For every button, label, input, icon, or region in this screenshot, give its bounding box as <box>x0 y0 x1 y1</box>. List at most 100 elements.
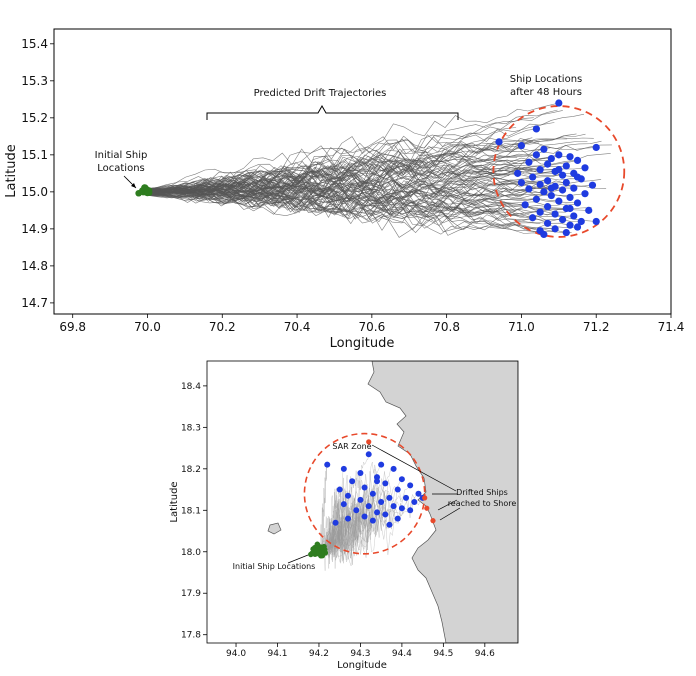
end-point <box>581 164 589 172</box>
y-tick-label: 17.9 <box>181 589 201 599</box>
end-point <box>551 225 559 233</box>
x-axis-ticks: 94.0 94.1 94.2 94.3 94.4 94.5 94.6 <box>226 643 495 659</box>
end-point <box>544 177 552 185</box>
trajectory-line <box>150 193 516 223</box>
end-point <box>573 199 582 207</box>
end-point <box>570 212 578 220</box>
y-axis-label: Latitude <box>4 144 19 198</box>
end-point <box>411 499 418 505</box>
end-point <box>403 494 410 501</box>
y-tick-label: 18.4 <box>181 382 201 392</box>
x-tick-label: 94.5 <box>433 649 453 659</box>
trajectory-line <box>148 141 533 196</box>
initial-ship-label-line2: Locations <box>97 163 145 174</box>
end-point <box>592 143 600 152</box>
drift-bracket <box>206 104 459 120</box>
end-point <box>374 509 381 516</box>
end-point <box>573 173 582 181</box>
end-point <box>544 203 552 211</box>
x-tick-label: 71.4 <box>658 320 685 334</box>
shore-point <box>430 518 436 524</box>
end-point <box>365 503 372 510</box>
final-ship-label-line2: after 48 Hours <box>510 87 582 98</box>
end-point <box>558 216 567 224</box>
end-point <box>577 217 585 226</box>
end-point <box>529 214 537 222</box>
x-tick-label: 94.6 <box>475 649 495 659</box>
end-point <box>566 193 574 202</box>
end-point <box>566 221 574 229</box>
end-point <box>324 461 331 468</box>
y-tick-label: 18.3 <box>181 423 201 433</box>
end-point <box>344 515 351 522</box>
end-point <box>544 160 552 168</box>
drift-chart-top: 69.8 70.0 70.2 70.4 70.6 70.8 71.0 71.2 71.4 14.… <box>4 28 685 351</box>
end-point <box>536 208 544 216</box>
initial-ship-label: Initial Ship Locations <box>233 562 316 571</box>
end-point <box>555 197 563 205</box>
end-point <box>382 511 389 518</box>
trajectory-line <box>148 186 524 205</box>
end-point <box>558 186 567 194</box>
trajectory-line <box>145 146 551 190</box>
trajectory-line <box>148 191 572 233</box>
sar-zone-label: SAR Zone <box>332 442 371 451</box>
x-tick-label: 71.2 <box>583 320 610 334</box>
y-tick-label: 18.1 <box>181 506 201 516</box>
end-point <box>349 478 356 485</box>
start-point <box>318 552 324 559</box>
end-point <box>344 492 351 499</box>
end-point <box>521 201 529 209</box>
end-point <box>374 474 381 481</box>
end-point <box>573 156 582 164</box>
end-point <box>407 482 414 489</box>
end-point <box>517 141 526 150</box>
y-tick-label: 15.4 <box>21 37 48 51</box>
end-point <box>529 173 537 181</box>
end-point <box>532 125 540 133</box>
trajectory-line <box>320 480 378 554</box>
end-point <box>514 169 522 177</box>
end-point <box>407 507 414 514</box>
end-point <box>517 179 526 187</box>
trajectory-line <box>146 141 588 194</box>
end-point <box>532 195 540 203</box>
end-point <box>361 513 368 520</box>
end-point <box>357 496 364 503</box>
end-point <box>386 521 393 528</box>
end-point <box>573 223 582 231</box>
end-point <box>566 153 574 161</box>
trajectory-line <box>144 194 541 226</box>
end-point <box>336 486 343 493</box>
end-point <box>495 138 503 146</box>
x-tick-label: 70.6 <box>358 320 385 334</box>
end-point <box>390 465 397 472</box>
end-point <box>585 206 593 214</box>
end-point <box>540 145 548 153</box>
end-point <box>390 503 397 510</box>
end-point <box>353 507 360 514</box>
end-point <box>394 486 401 493</box>
trajectory-line <box>146 186 577 210</box>
x-tick-label: 70.0 <box>134 320 161 334</box>
shore-point <box>422 495 428 501</box>
y-axis-ticks: 17.8 17.9 18.0 18.1 18.2 18.3 18.4 <box>181 382 207 641</box>
trajectory-line <box>150 154 537 191</box>
end-point <box>547 154 555 163</box>
end-point <box>378 461 385 468</box>
x-tick-label: 70.2 <box>209 320 236 334</box>
start-point <box>315 544 321 551</box>
end-point <box>394 515 401 522</box>
trajectory-line <box>151 189 563 226</box>
end-point <box>581 190 589 198</box>
x-tick-label: 70.8 <box>433 320 460 334</box>
chart-marks <box>135 99 626 239</box>
end-point <box>374 478 381 485</box>
y-axis-ticks: 14.7 14.8 14.9 15.0 15.1 15.2 15.3 15.4 <box>21 37 54 310</box>
shore-point <box>424 505 430 511</box>
shore-label-line2: reached to Shore <box>448 499 517 508</box>
island <box>267 522 282 535</box>
end-point <box>415 490 422 497</box>
initial-ship-label-line1: Initial Ship <box>95 150 148 161</box>
y-tick-label: 14.7 <box>21 296 48 310</box>
